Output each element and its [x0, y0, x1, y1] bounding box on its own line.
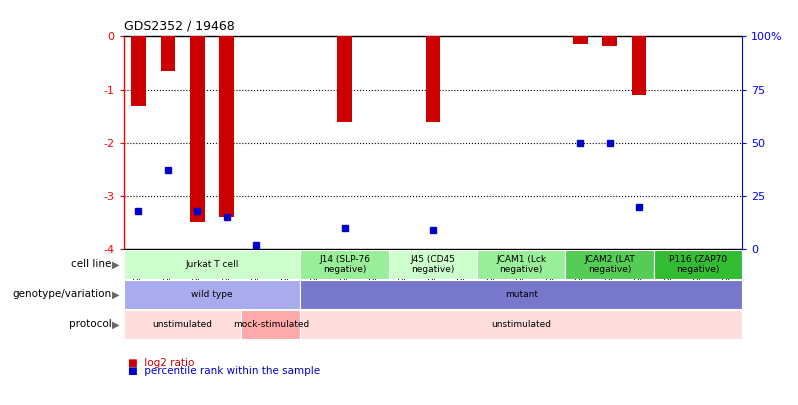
Text: genotype/variation: genotype/variation — [13, 290, 112, 299]
Text: ▶: ▶ — [113, 260, 120, 269]
Text: mutant: mutant — [505, 290, 538, 299]
Bar — [338, 36, 352, 122]
Bar — [632, 36, 646, 95]
Bar — [389, 250, 477, 279]
Text: J14 (SLP-76
negative): J14 (SLP-76 negative) — [319, 255, 370, 274]
Text: GDS2352 / 19468: GDS2352 / 19468 — [124, 19, 235, 32]
Bar — [131, 36, 146, 106]
Text: ■  log2 ratio: ■ log2 ratio — [128, 358, 194, 368]
Text: ■  percentile rank within the sample: ■ percentile rank within the sample — [128, 367, 320, 376]
Bar — [242, 310, 300, 339]
Text: wild type: wild type — [192, 290, 233, 299]
Bar — [124, 250, 300, 279]
Text: Jurkat T cell: Jurkat T cell — [185, 260, 239, 269]
Text: JCAM2 (LAT
negative): JCAM2 (LAT negative) — [584, 255, 635, 274]
Bar — [160, 36, 176, 71]
Bar — [477, 250, 566, 279]
Text: JCAM1 (Lck
negative): JCAM1 (Lck negative) — [496, 255, 547, 274]
Bar — [124, 280, 300, 309]
Bar — [219, 36, 234, 217]
Bar — [425, 36, 440, 122]
Text: ▶: ▶ — [113, 290, 120, 299]
Bar — [602, 36, 617, 46]
Bar — [300, 280, 742, 309]
Text: protocol: protocol — [69, 320, 112, 329]
Bar — [190, 36, 204, 222]
Text: mock-stimulated: mock-stimulated — [233, 320, 309, 329]
Bar — [566, 250, 654, 279]
Bar — [300, 250, 389, 279]
Bar — [573, 36, 587, 45]
Text: J45 (CD45
negative): J45 (CD45 negative) — [410, 255, 456, 274]
Bar — [300, 310, 742, 339]
Text: ▶: ▶ — [113, 320, 120, 329]
Bar — [124, 310, 242, 339]
Text: cell line: cell line — [71, 260, 112, 269]
Bar — [654, 250, 742, 279]
Text: P116 (ZAP70
negative): P116 (ZAP70 negative) — [669, 255, 727, 274]
Text: unstimulated: unstimulated — [152, 320, 212, 329]
Text: unstimulated: unstimulated — [492, 320, 551, 329]
